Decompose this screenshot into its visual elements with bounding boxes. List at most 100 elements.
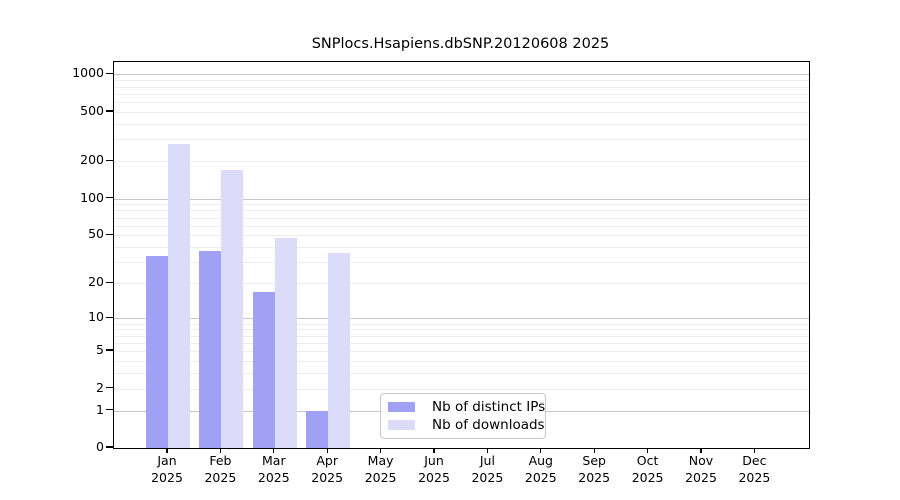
y-tick-label-1: 1 bbox=[96, 401, 104, 417]
month-year: 2025 bbox=[418, 469, 450, 485]
month-year: 2025 bbox=[257, 469, 290, 485]
gridline-minor-800 bbox=[114, 86, 809, 88]
y-tick-label-200: 200 bbox=[80, 152, 104, 168]
gridline-minor-30 bbox=[114, 262, 809, 264]
gridline-minor-60 bbox=[114, 225, 809, 227]
gridline-major-10 bbox=[114, 318, 809, 320]
x-tick-label-oct: Oct 2025 bbox=[616, 453, 680, 487]
gridline-minor-200 bbox=[114, 161, 809, 163]
gridline-major-100 bbox=[114, 198, 809, 200]
month-year: 2025 bbox=[471, 469, 504, 485]
x-tick-label-aug: Aug 2025 bbox=[509, 453, 573, 487]
y-tick-mark-10 bbox=[106, 316, 113, 318]
plot-area: Nb of distinct IPs Nb of downloads bbox=[113, 61, 810, 449]
x-tick-label-nov: Nov 2025 bbox=[669, 453, 733, 487]
bar-ips-apr bbox=[306, 410, 329, 448]
bar-downloads-mar bbox=[274, 237, 297, 448]
month-name: Oct bbox=[636, 453, 659, 468]
y-tick-mark-100 bbox=[106, 196, 113, 199]
month-name: May bbox=[367, 453, 394, 468]
legend-swatch-distinct-ips bbox=[388, 402, 415, 412]
bar-downloads-apr bbox=[328, 252, 351, 448]
month-name: Jan bbox=[157, 453, 177, 468]
y-tick-label-50: 50 bbox=[88, 226, 104, 242]
x-tick-label-dec: Dec 2025 bbox=[722, 453, 786, 487]
month-name: Jul bbox=[479, 453, 495, 468]
x-tick-mark-mar bbox=[273, 448, 275, 453]
y-tick-mark-500 bbox=[106, 110, 113, 112]
gridline-minor-900 bbox=[114, 80, 809, 82]
gridline-minor-5 bbox=[114, 351, 809, 353]
x-tick-mark-jun bbox=[433, 448, 435, 453]
x-tick-label-may: May 2025 bbox=[349, 453, 413, 487]
gridline-minor-300 bbox=[114, 139, 809, 141]
x-tick-mark-may bbox=[379, 448, 382, 453]
gridline-minor-500 bbox=[114, 111, 809, 113]
month-name: Nov bbox=[688, 453, 714, 468]
y-tick-mark-200 bbox=[106, 159, 113, 161]
x-tick-label-mar: Mar 2025 bbox=[242, 453, 306, 487]
gridline-major-1000 bbox=[114, 74, 809, 76]
y-tick-label-1000: 1000 bbox=[72, 65, 104, 81]
gridline-minor-50 bbox=[114, 235, 809, 237]
month-year: 2025 bbox=[151, 469, 183, 485]
legend-label-distinct-ips: Nb of distinct IPs bbox=[432, 399, 546, 415]
y-tick-mark-5 bbox=[106, 349, 113, 351]
month-year: 2025 bbox=[524, 469, 557, 485]
gridline-minor-2 bbox=[114, 388, 809, 390]
month-name: Apr bbox=[316, 453, 338, 468]
x-tick-mark-dec bbox=[753, 448, 756, 453]
bar-ips-feb bbox=[199, 251, 222, 448]
x-tick-mark-nov bbox=[700, 448, 702, 453]
y-tick-mark-0 bbox=[106, 446, 113, 448]
gridline-minor-3 bbox=[114, 373, 809, 374]
gridline-minor-9 bbox=[114, 323, 809, 325]
y-tick-mark-20 bbox=[106, 281, 113, 284]
gridline-minor-8 bbox=[114, 329, 809, 331]
x-tick-label-jan: Jan 2025 bbox=[135, 453, 199, 487]
x-tick-mark-apr bbox=[326, 448, 328, 453]
legend-swatch-downloads bbox=[388, 420, 415, 430]
month-year: 2025 bbox=[738, 469, 771, 485]
y-tick-label-0: 0 bbox=[96, 439, 104, 454]
x-tick-mark-oct bbox=[646, 448, 649, 453]
x-tick-mark-jul bbox=[486, 448, 489, 453]
gridline-minor-600 bbox=[114, 102, 809, 103]
month-year: 2025 bbox=[364, 469, 397, 485]
y-tick-mark-1000 bbox=[106, 72, 113, 75]
bar-downloads-jan bbox=[168, 143, 190, 448]
x-tick-mark-feb bbox=[219, 448, 222, 453]
legend-item-distinct-ips: Nb of distinct IPs bbox=[388, 399, 545, 415]
y-tick-mark-2 bbox=[106, 386, 113, 389]
legend-label-downloads: Nb of downloads bbox=[432, 417, 545, 433]
x-tick-mark-sep bbox=[593, 448, 595, 453]
legend-item-downloads: Nb of downloads bbox=[388, 417, 545, 433]
month-year: 2025 bbox=[631, 469, 664, 485]
y-tick-label-5: 5 bbox=[96, 342, 104, 358]
y-tick-label-500: 500 bbox=[80, 102, 104, 118]
y-tick-mark-50 bbox=[106, 233, 113, 236]
bar-ips-mar bbox=[252, 291, 275, 448]
x-tick-mark-aug bbox=[540, 448, 542, 453]
month-name: Jun bbox=[424, 453, 444, 468]
month-year: 2025 bbox=[578, 469, 611, 485]
x-tick-mark-jan bbox=[166, 448, 168, 453]
gridline-minor-80 bbox=[114, 210, 809, 212]
y-tick-label-100: 100 bbox=[80, 189, 104, 205]
y-tick-label-2: 2 bbox=[96, 379, 104, 395]
gridline-minor-7 bbox=[114, 335, 809, 337]
x-tick-label-apr: Apr 2025 bbox=[295, 453, 359, 487]
gridline-minor-400 bbox=[114, 123, 809, 125]
gridline-minor-70 bbox=[114, 217, 809, 219]
month-year: 2025 bbox=[204, 469, 237, 485]
x-tick-label-jun: Jun 2025 bbox=[402, 453, 466, 487]
month-name: Sep bbox=[582, 453, 606, 468]
month-year: 2025 bbox=[311, 469, 344, 485]
gridline-minor-4 bbox=[114, 361, 809, 362]
month-name: Feb bbox=[209, 453, 232, 468]
month-year: 2025 bbox=[685, 469, 717, 485]
gridline-minor-40 bbox=[114, 247, 809, 249]
month-name: Dec bbox=[742, 453, 767, 468]
gridline-minor-6 bbox=[114, 342, 809, 344]
